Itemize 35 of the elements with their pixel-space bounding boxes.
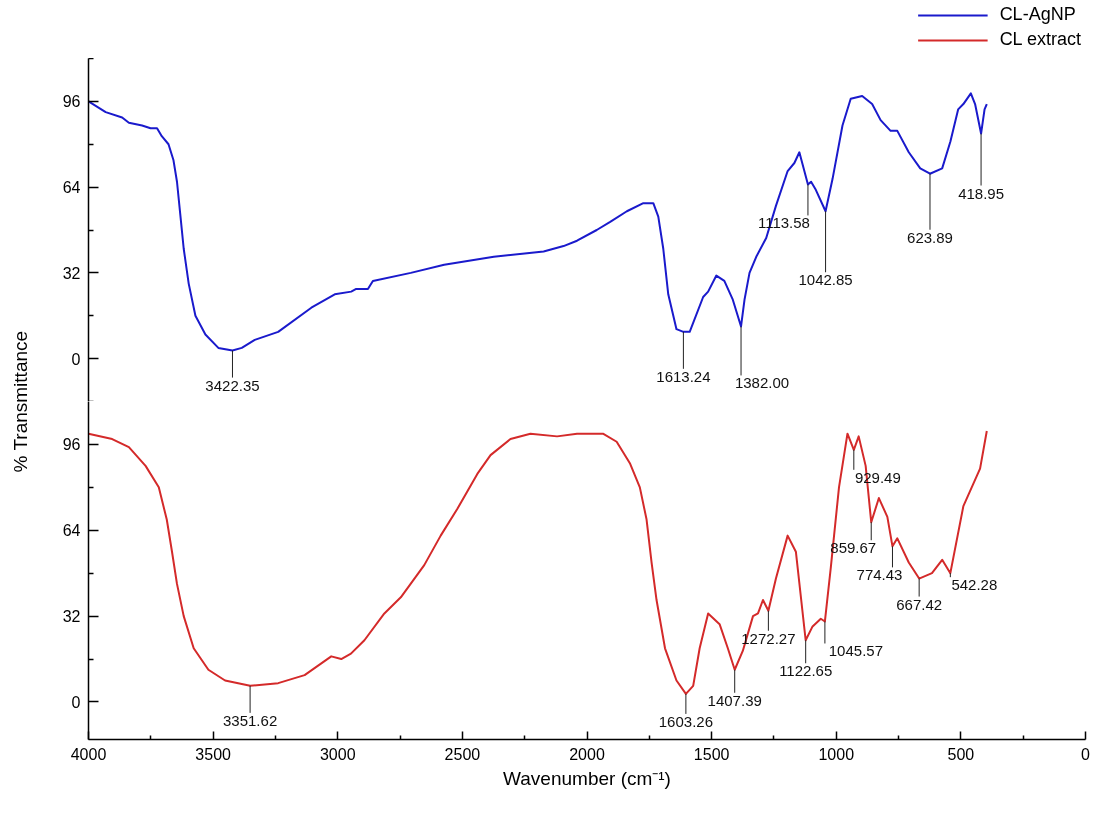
x-tick-label: 4000 xyxy=(70,745,107,763)
y-tick-label: 32 xyxy=(62,264,81,282)
annotation: 1382.00 xyxy=(734,374,790,392)
x-axis-title: Wavenumber (cm⁻¹) xyxy=(503,767,671,789)
x-tick-label: 3500 xyxy=(195,745,232,763)
x-tick-label: 2000 xyxy=(569,745,605,763)
annotation: 3351.62 xyxy=(223,711,278,729)
y-tick-label: 0 xyxy=(71,693,81,711)
annotation: 1407.39 xyxy=(707,691,762,709)
x-tick-label: 1500 xyxy=(693,745,730,763)
x-tick-label: 3000 xyxy=(319,745,356,763)
annotation: 1045.57 xyxy=(828,642,884,660)
y-tick-label: 96 xyxy=(62,436,81,454)
annotation: 542.28 xyxy=(951,576,998,594)
x-tick-label: 1000 xyxy=(818,745,855,763)
annotation: 1603.26 xyxy=(658,712,714,730)
annotation: 1122.65 xyxy=(779,662,833,680)
annotation: 623.89 xyxy=(907,228,953,246)
y-tick-label: 64 xyxy=(62,522,81,540)
y-axis-title: % Transmittance xyxy=(10,330,31,473)
annotation: 1613.24 xyxy=(656,367,711,385)
y-tick-label: 64 xyxy=(62,179,81,197)
x-tick-label: 0 xyxy=(1081,745,1091,763)
x-tick-label: 500 xyxy=(947,745,975,763)
legend-label: CL extract xyxy=(999,29,1081,50)
annotation: 1042.85 xyxy=(798,271,853,289)
legend-label: CL-AgNP xyxy=(999,4,1076,25)
annotation: 667.42 xyxy=(896,595,943,613)
y-tick-label: 96 xyxy=(62,93,81,111)
annotation: 418.95 xyxy=(958,184,1005,202)
x-tick-label: 2500 xyxy=(444,745,481,763)
annotation: 774.43 xyxy=(856,566,903,584)
y-tick-label: 32 xyxy=(62,608,81,626)
y-tick-label: 0 xyxy=(71,350,81,368)
annotation: 3422.35 xyxy=(205,376,260,394)
